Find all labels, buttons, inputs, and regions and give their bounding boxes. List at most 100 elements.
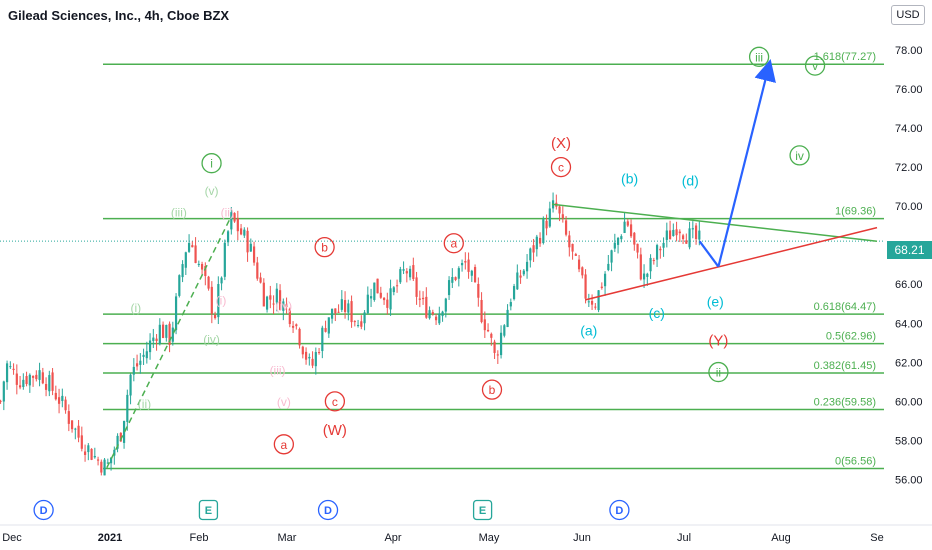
candle-body	[77, 425, 80, 438]
candle-body	[444, 298, 447, 312]
candle-body	[366, 294, 369, 314]
wave-label: a	[281, 438, 288, 452]
candle-body	[395, 285, 399, 287]
candle-body	[467, 259, 470, 272]
fib-label: 1(69.36)	[835, 206, 876, 218]
y-tick-label: 64.00	[895, 318, 923, 330]
wave-label: (c)	[649, 305, 665, 321]
x-tick-label: Dec	[2, 532, 22, 544]
candle-body	[18, 385, 22, 388]
candle-body	[298, 328, 301, 346]
candle-body	[431, 312, 434, 315]
currency-button[interactable]: USD	[891, 5, 925, 25]
candle-body	[389, 288, 392, 310]
candle-body	[113, 449, 116, 456]
fib-label: 0.618(64.47)	[814, 301, 876, 313]
candle-body	[204, 266, 207, 277]
trendline-projection-leg2	[717, 59, 776, 267]
event-marker-label: E	[205, 505, 212, 517]
candle-body	[70, 420, 74, 430]
candle-body	[451, 277, 454, 283]
wave-label: (W)	[323, 422, 347, 439]
wave-label: (iv)	[203, 332, 220, 346]
candle-body	[12, 368, 15, 371]
wave-circle	[201, 153, 222, 174]
candle-body	[386, 299, 389, 308]
candle-body	[103, 459, 106, 476]
candle-body	[610, 250, 613, 263]
y-tick-label: 62.00	[895, 357, 923, 369]
candle-body	[678, 231, 681, 234]
candle-body	[41, 372, 44, 384]
candle-body	[363, 312, 366, 324]
candle-body	[499, 332, 503, 356]
candle-body	[171, 327, 174, 342]
candle-body	[574, 254, 577, 256]
wave-label: v	[812, 59, 818, 73]
candle-body	[532, 245, 535, 253]
candle-body	[220, 277, 223, 284]
candle-body	[473, 267, 477, 283]
wave-circle	[324, 391, 346, 412]
wave-label: iv	[795, 149, 804, 163]
candle-body	[61, 395, 64, 402]
candle-body	[516, 272, 519, 290]
candle-body	[642, 273, 646, 280]
fib-label: 0.236(59.58)	[814, 397, 876, 409]
candle-body	[262, 282, 265, 307]
candle-body	[629, 224, 633, 237]
candle-body	[506, 309, 509, 328]
wave-circle	[789, 145, 810, 166]
x-tick-label: Se	[870, 532, 883, 544]
candle-body	[265, 296, 269, 310]
wave-label: (v)	[205, 184, 219, 198]
candle-body	[334, 308, 337, 314]
dividend-marker	[609, 499, 630, 521]
wave-label: (iii)	[270, 364, 286, 378]
candle-body	[698, 230, 701, 240]
candle-body	[662, 242, 665, 248]
candle-body	[314, 352, 317, 367]
y-tick-label: 72.00	[895, 162, 923, 174]
candle-body	[428, 310, 431, 319]
candle-body	[655, 245, 659, 260]
candle-body	[480, 299, 483, 323]
candle-body	[9, 366, 12, 368]
candle-body	[434, 316, 438, 321]
y-tick-label: 58.00	[895, 435, 923, 447]
wave-label: (d)	[682, 172, 699, 188]
candle-body	[161, 324, 165, 338]
candle-body	[460, 263, 464, 266]
earnings-marker	[472, 499, 493, 521]
chart-title: Gilead Sciences, Inc., 4h, Cboe BZX	[8, 8, 230, 23]
candle-body	[249, 243, 252, 252]
fib-label: 0.5(62.96)	[826, 331, 876, 343]
candle-body	[548, 208, 551, 227]
wave-label: (b)	[621, 170, 638, 186]
candle-body	[210, 286, 213, 314]
candle-body	[415, 277, 418, 297]
candle-body	[246, 230, 249, 253]
candle-body	[148, 340, 152, 353]
fib-label: 0(56.56)	[835, 456, 876, 468]
candle-body	[213, 314, 217, 319]
candle-body	[272, 303, 275, 305]
y-tick-label: 56.00	[895, 474, 923, 486]
event-marker-label: D	[40, 505, 48, 517]
candle-body	[295, 324, 298, 327]
candle-body	[347, 303, 350, 313]
candle-body	[464, 261, 467, 263]
candle-body	[503, 325, 506, 336]
candle-body	[25, 376, 28, 385]
candle-body	[616, 237, 620, 245]
candle-body	[139, 360, 142, 365]
candle-body	[376, 278, 379, 294]
fib-levels: 1.618(77.27) 1(69.36) 0.618(64.47) 0.5(62.9…	[103, 51, 884, 470]
wave-label: a	[450, 237, 457, 251]
candle-body	[691, 228, 694, 230]
candle-body	[607, 263, 610, 271]
candle-body	[561, 214, 564, 219]
candle-body	[441, 311, 444, 317]
